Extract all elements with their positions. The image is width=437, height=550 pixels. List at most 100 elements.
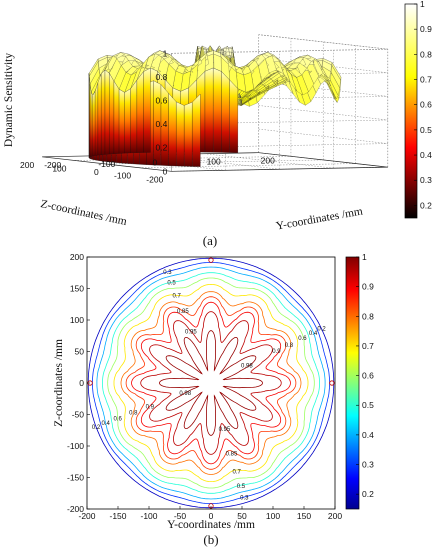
contour-line	[96, 266, 326, 500]
contour-line	[107, 277, 315, 489]
contour-x-tick-label: -200	[78, 511, 95, 521]
colorbar-a-tick-label: 0.6	[420, 100, 432, 110]
surface-z-ticks: 0 0.2 0.4 0.6 0.8 1	[155, 48, 167, 176]
surface-wall-patch	[143, 67, 151, 153]
contour-line	[158, 330, 263, 436]
contour-level-label: 0.3	[163, 270, 172, 276]
contour-level-label: 0.9	[146, 404, 155, 410]
contour-level-label: 0.9	[272, 349, 281, 355]
surface-wall-patch	[101, 69, 106, 155]
contour-line	[113, 283, 309, 483]
contour-x-tick-label: -100	[140, 511, 157, 521]
surface-box-edge	[171, 166, 388, 172]
surface-wall-patch	[176, 101, 185, 167]
contour-level-label: 0.5	[237, 484, 246, 490]
surface-wall-patch	[136, 71, 144, 153]
contour-line	[140, 311, 282, 455]
colorbar-b-tick-label: 0.9	[362, 282, 374, 292]
surface-z-tick-label: 0.4	[155, 119, 167, 129]
surface-x-tick-label: 100	[52, 163, 66, 173]
surface-y-tick-label: -100	[98, 159, 115, 169]
surface-z-axis-label: Dynamic Sensitivity	[3, 53, 15, 147]
contour-lines	[87, 257, 335, 509]
surface-z-tick-label: 0.6	[155, 96, 167, 106]
surface-box-edge	[258, 34, 388, 50]
contour-y-ticks: 200 150 100 50 0 -50 -100 -150 -200	[67, 252, 90, 514]
colorbar-b-ticks: 0.2 0.3 0.4 0.5 0.6 0.7 0.8 0.9 1	[356, 252, 374, 499]
colorbar-a	[404, 3, 418, 219]
contour-level-label: 0.85	[226, 451, 238, 457]
colorbar-b-tick-label: 0.6	[362, 371, 374, 381]
contour-y-tick-label: -100	[67, 441, 84, 451]
surface-z-tick-label: 1	[163, 48, 168, 58]
contour-x-tick-label: 200	[328, 511, 342, 521]
surface-wall-patch	[221, 71, 230, 153]
colorbar-b-tick-label: 0.4	[362, 430, 374, 440]
colorbar-b-tick-label: 0.2	[362, 489, 374, 499]
contour-y-tick-label: 100	[70, 315, 84, 325]
contour-y-axis-label: Z-coordinates /mm	[53, 339, 65, 427]
colorbar-b-tick-label: 0.8	[362, 311, 374, 321]
contour-level-label: 0.85	[177, 309, 189, 315]
contour-plot-panel: 0.2 0.2 0.3 0.3 0.4 0.4 0.5 0.5 0.6 0.6 0.7 0.7 0.8 0…	[53, 252, 374, 547]
surface-wall-patch	[183, 102, 193, 167]
contour-x-tick-label: 100	[266, 511, 280, 521]
surface-plot-panel: 00.20.40.60.81 200 100 0 -100 -200 -200 -100 0…	[3, 0, 432, 248]
surface-wall-patch	[94, 82, 99, 156]
contour-level-label: 0.7	[173, 294, 182, 300]
contour-hotspot	[208, 257, 214, 263]
surface-z-tick-label: 0.2	[155, 143, 167, 153]
surface-wall-patch	[168, 92, 177, 167]
surface-x-tick-label: 0	[94, 167, 99, 177]
surface-y-tick-label: 200	[261, 156, 275, 166]
contour-line	[131, 301, 291, 465]
surface-y-ticks: -200 -100 0 100 200	[44, 156, 275, 170]
surface-wall-patch	[118, 88, 125, 154]
surface-wall-patch	[213, 67, 222, 153]
colorbar-a-ticks: 0.2 0.3 0.4 0.5 0.6 0.7 0.8 0.9 1	[414, 0, 432, 210]
surface-wall-patch	[97, 73, 102, 156]
contour-y-tick-label: 0	[79, 378, 84, 388]
contour-level-label: 0.95	[185, 330, 197, 336]
surface-wall-patch	[204, 67, 214, 153]
contour-x-tick-label: 0	[209, 511, 214, 521]
surface-floor-gridline	[204, 153, 334, 169]
contour-level-label: 0.95	[219, 427, 231, 433]
surface-wall-patch	[124, 88, 131, 154]
contour-level-label: 0.3	[240, 495, 249, 501]
surface-wall-patch	[109, 72, 115, 155]
surface-y-tick-label: 0	[152, 158, 157, 168]
colorbar-a-tick-label: 1	[420, 0, 425, 9]
contour-level-label: 0.98	[241, 363, 253, 369]
contour-level-label: 0.5	[167, 281, 176, 287]
surface-wall-patch	[89, 84, 92, 158]
contour-level-label: 0.2	[317, 327, 326, 333]
colorbar-a-tick-label: 0.8	[420, 49, 432, 59]
contour-line	[101, 272, 320, 494]
surface-z-tick-label: 0.8	[155, 72, 167, 82]
contour-y-tick-label: -200	[67, 504, 84, 514]
surface-y-axis-label: Y-coordinates /mm	[275, 206, 364, 233]
surface-floor-gridline	[139, 163, 356, 168]
panel-b-caption: (b)	[203, 532, 218, 547]
contour-level-label: 0.6	[298, 336, 307, 342]
contour-level-label: 0.4	[309, 331, 318, 337]
contour-x-tick-label: 150	[297, 511, 311, 521]
contour-y-tick-label: -150	[67, 473, 84, 483]
colorbar-a-tick-label: 0.2	[420, 200, 432, 210]
colorbar-a-tick-label: 0.7	[420, 75, 432, 85]
contour-level-label: 0.98	[179, 391, 191, 397]
colorbar-a-tick-label: 0.9	[420, 24, 432, 34]
surface-x-axis-label: Z-coordinates /mm	[39, 198, 127, 228]
surface-wall-patch	[104, 69, 110, 155]
contour-level-label: 0.8	[129, 411, 138, 417]
contour-x-tick-label: -150	[109, 511, 126, 521]
surface-wall-patch	[90, 91, 93, 157]
colorbar-b-tick-label: 0.7	[362, 341, 374, 351]
contour-x-tick-label: 50	[237, 511, 247, 521]
surface-z-tick-label: 0	[163, 166, 168, 176]
contour-level-label: 0.2	[92, 425, 101, 431]
surface-wall-patch	[113, 80, 120, 154]
contour-y-tick-label: 200	[70, 252, 84, 262]
